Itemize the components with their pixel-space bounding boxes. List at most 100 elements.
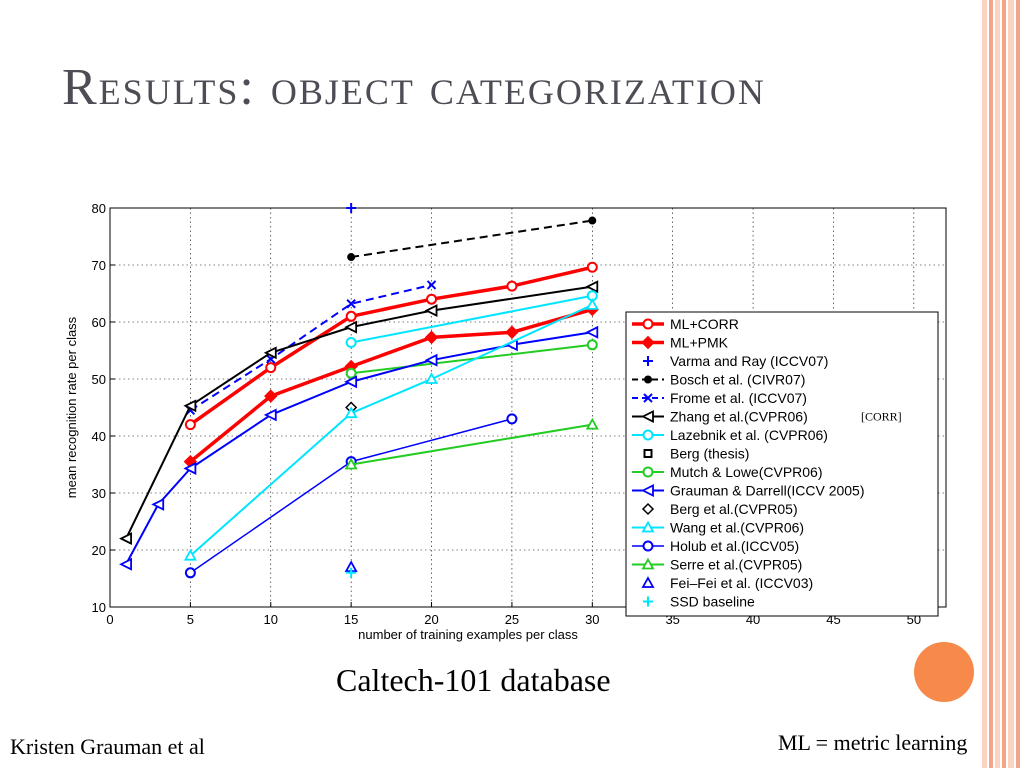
data-point-11 bbox=[183, 548, 197, 561]
legend-label: ML+CORR bbox=[670, 316, 739, 332]
legend-label: SSD baseline bbox=[670, 594, 755, 610]
data-point-1 bbox=[264, 389, 278, 403]
data-point-5 bbox=[585, 280, 599, 294]
legend-marker bbox=[641, 520, 655, 533]
data-point-9 bbox=[119, 557, 132, 571]
results-chart: 0 5 10 15 20 25 30 35 40 45 501020304050607080numb… bbox=[64, 201, 947, 642]
legend-marker bbox=[643, 449, 653, 458]
x-tick-label: 25 bbox=[505, 612, 519, 627]
legend-label: Mutch & Lowe(CVPR06) bbox=[670, 464, 823, 480]
data-point-4 bbox=[346, 299, 356, 309]
data-point-12 bbox=[184, 567, 196, 579]
x-axis-label: number of training examples per class bbox=[358, 627, 578, 642]
legend-label: Frome et al. (ICCV07) bbox=[670, 390, 807, 406]
y-tick-label: 30 bbox=[92, 486, 106, 501]
legend-label: Serre et al.(CVPR05) bbox=[670, 557, 802, 573]
plot-frame bbox=[109, 207, 947, 608]
series-line-0 bbox=[189, 265, 593, 427]
data-point-0 bbox=[586, 261, 598, 273]
legend-marker bbox=[642, 429, 654, 441]
data-point-6 bbox=[345, 337, 357, 349]
y-tick-label: 20 bbox=[92, 543, 106, 558]
data-point-1 bbox=[424, 330, 439, 345]
x-tick-label: 20 bbox=[424, 612, 438, 627]
data-point-9 bbox=[344, 375, 358, 389]
legend-marker bbox=[641, 502, 655, 516]
legend-box bbox=[625, 311, 939, 617]
x-tick-label: 0 bbox=[106, 612, 113, 627]
legend-marker bbox=[640, 484, 654, 497]
series-line-11 bbox=[189, 303, 593, 557]
data-point-0 bbox=[265, 362, 277, 374]
legend-label: Wang et al.(CVPR06) bbox=[670, 520, 804, 536]
y-tick-label: 70 bbox=[92, 258, 106, 273]
legend-marker bbox=[642, 466, 654, 478]
y-tick-label: 10 bbox=[92, 600, 106, 615]
series-line-8 bbox=[351, 343, 593, 375]
author-credit: Kristen Grauman et al bbox=[10, 734, 205, 759]
series-line-5 bbox=[125, 285, 593, 540]
corr-annotation: [CORR] bbox=[861, 410, 902, 424]
legend-marker bbox=[641, 335, 655, 350]
legend-marker bbox=[641, 576, 655, 588]
data-point-9 bbox=[424, 353, 438, 367]
footnote-ml: ML = metric learning bbox=[778, 730, 968, 755]
series-line-6 bbox=[350, 294, 593, 344]
data-point-9 bbox=[585, 325, 599, 339]
data-point-2 bbox=[346, 203, 357, 213]
y-axis-label: mean recognition rate per class bbox=[64, 316, 79, 498]
series-line-4 bbox=[189, 283, 432, 412]
legend-label: Berg et al.(CVPR05) bbox=[670, 501, 798, 517]
legend-marker bbox=[642, 318, 654, 330]
data-point-11 bbox=[344, 406, 358, 419]
data-point-3 bbox=[347, 253, 356, 262]
data-point-8 bbox=[345, 367, 357, 379]
series-line-13 bbox=[350, 423, 593, 466]
data-point-0 bbox=[426, 293, 438, 305]
legend-marker bbox=[641, 557, 655, 570]
data-point-5 bbox=[183, 399, 197, 413]
x-tick-label: 30 bbox=[585, 612, 599, 627]
data-point-9 bbox=[151, 497, 165, 511]
data-point-5 bbox=[344, 320, 358, 334]
data-point-0 bbox=[184, 419, 196, 431]
data-point-5 bbox=[424, 304, 438, 318]
legend-label: Grauman & Darrell(ICCV 2005) bbox=[670, 483, 865, 499]
data-point-9 bbox=[183, 462, 197, 475]
data-point-5 bbox=[263, 346, 277, 360]
data-point-11 bbox=[585, 298, 599, 310]
x-tick-label: 10 bbox=[264, 612, 278, 627]
legend-label: ML+PMK bbox=[670, 335, 729, 351]
legend-marker bbox=[643, 596, 653, 607]
data-point-8 bbox=[586, 339, 598, 351]
legend-marker bbox=[643, 393, 653, 403]
legend-label: Zhang et al.(CVPR06) bbox=[670, 409, 808, 425]
data-point-13 bbox=[344, 457, 358, 470]
data-point-5 bbox=[119, 532, 132, 546]
y-tick-label: 80 bbox=[92, 201, 106, 216]
legend-label: Berg (thesis) bbox=[670, 446, 749, 462]
legend-label: Holub et al.(ICCV05) bbox=[670, 538, 799, 554]
y-tick-label: 40 bbox=[92, 429, 106, 444]
data-point-12 bbox=[506, 413, 518, 425]
legend-marker bbox=[644, 375, 652, 384]
legend-label: Lazebnik et al. (CVPR06) bbox=[670, 427, 828, 443]
data-point-13 bbox=[585, 417, 599, 430]
x-tick-label: 5 bbox=[187, 612, 194, 627]
series-line-1 bbox=[189, 307, 593, 464]
data-point-3 bbox=[588, 216, 597, 225]
data-point-15 bbox=[346, 567, 357, 578]
chart-caption: Caltech-101 database bbox=[336, 662, 611, 698]
legend-marker bbox=[640, 410, 654, 423]
data-point-4 bbox=[426, 280, 437, 290]
decorative-stripes bbox=[982, 0, 1024, 768]
decorative-circle bbox=[914, 642, 974, 702]
data-point-0 bbox=[506, 280, 518, 292]
legend-marker bbox=[642, 540, 654, 552]
series-line-3 bbox=[351, 219, 593, 259]
legend-label: Bosch et al. (CIVR07) bbox=[670, 372, 805, 388]
data-point-1 bbox=[505, 325, 519, 339]
legend-label: Varma and Ray (ICCV07) bbox=[670, 353, 828, 369]
data-point-11 bbox=[425, 372, 439, 384]
data-point-9 bbox=[263, 408, 277, 422]
